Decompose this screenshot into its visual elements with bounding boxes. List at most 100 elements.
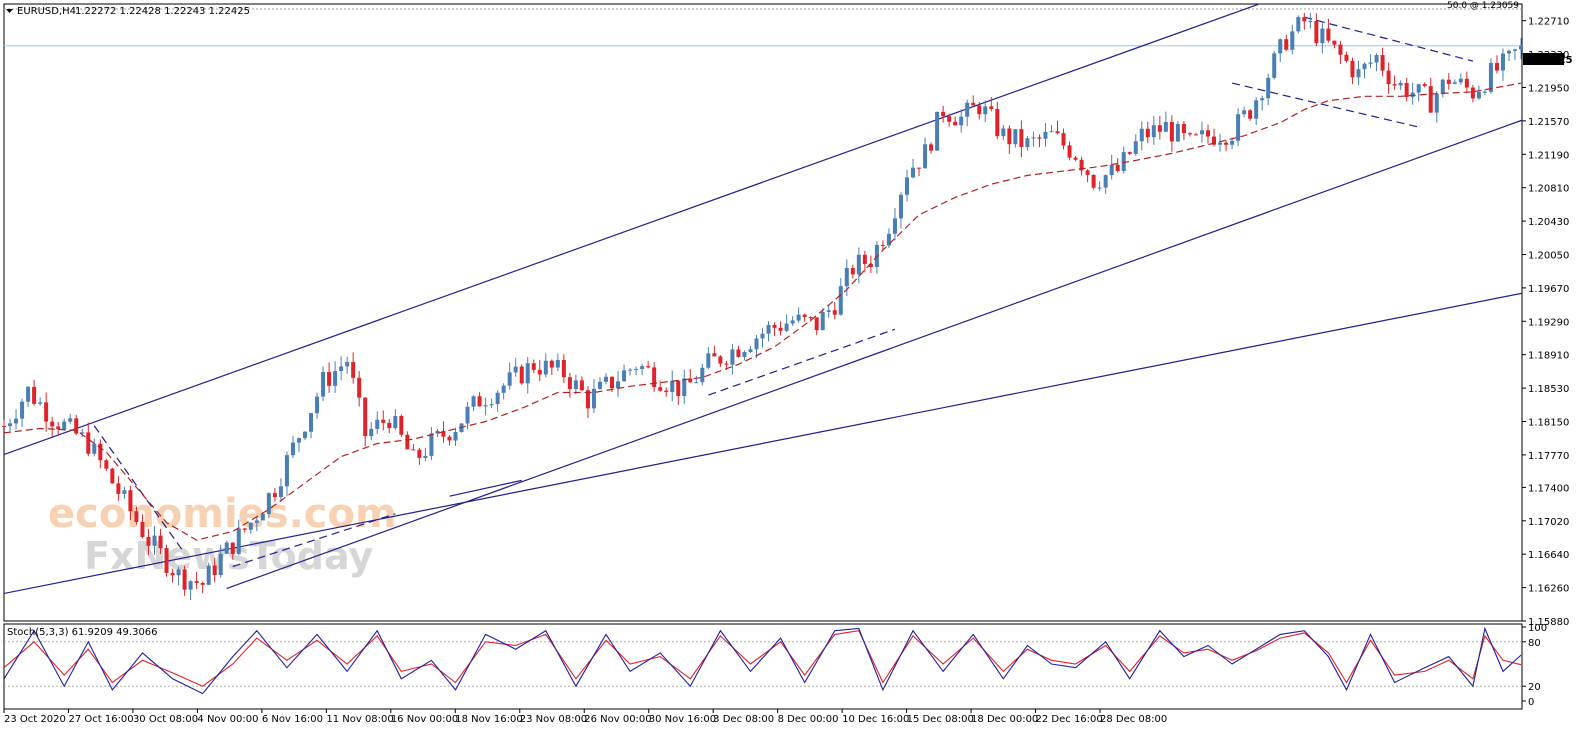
candle-body — [1338, 44, 1343, 55]
candle-body — [1254, 100, 1259, 119]
price-tick-label: 1.16260 — [1528, 584, 1569, 595]
candle-body — [1470, 87, 1475, 99]
candle-body — [537, 369, 542, 375]
candle-body — [56, 426, 61, 430]
candle-body — [688, 378, 693, 383]
candle-body — [682, 378, 687, 396]
candle-body — [1284, 39, 1289, 50]
candle-body — [868, 263, 873, 268]
candle-body — [622, 370, 627, 382]
candle-body — [1296, 17, 1301, 32]
candle-body — [357, 377, 362, 398]
price-tick-label: 1.21570 — [1528, 117, 1569, 128]
candle-body — [1266, 77, 1271, 99]
candle-body — [92, 443, 97, 454]
symbol-header: EURUSD,H4 — [17, 6, 76, 17]
candle-body — [1079, 159, 1084, 171]
candle-body — [567, 377, 572, 389]
trendline — [4, 4, 1261, 456]
candle-body — [1193, 134, 1198, 136]
price-tick-label: 1.20430 — [1528, 217, 1569, 228]
price-tick-label: 1.19670 — [1528, 284, 1569, 295]
candle-body — [844, 267, 849, 287]
candle-body — [531, 363, 536, 370]
stoch-tick-label: 80 — [1528, 638, 1541, 649]
candle-body — [802, 314, 807, 317]
candle-body — [983, 106, 988, 115]
candle-body — [573, 380, 578, 389]
candle-body — [736, 349, 741, 357]
candle-body — [453, 432, 458, 441]
candle-body — [242, 528, 247, 530]
candle-body — [1187, 133, 1192, 135]
time-tick-label: 10 Dec 16:00 — [842, 714, 909, 725]
price-tick-label: 1.18910 — [1528, 351, 1569, 362]
candle-body — [206, 565, 211, 585]
candle-body — [1260, 98, 1265, 101]
candle-body — [1428, 86, 1433, 113]
candle-body — [929, 144, 934, 151]
candle-body — [1446, 79, 1451, 84]
candle-body — [616, 381, 621, 389]
candle-body — [411, 449, 416, 451]
candle-body — [1091, 174, 1096, 188]
price-tick-label: 1.21950 — [1528, 83, 1569, 94]
candle-body — [32, 386, 37, 404]
trendline — [226, 119, 1522, 590]
candle-body — [712, 353, 717, 357]
ma-line — [3, 82, 1522, 541]
candle-body — [86, 432, 91, 454]
candle-body — [1199, 130, 1204, 135]
candle-body — [814, 317, 819, 331]
candle-body — [483, 405, 488, 407]
candle-body — [345, 362, 350, 367]
candle-body — [303, 431, 307, 439]
candle-body — [862, 254, 867, 264]
stoch-tick-label: 100 — [1528, 623, 1547, 634]
candle-body — [321, 371, 326, 397]
candle-body — [351, 362, 356, 378]
candle-body — [1073, 157, 1078, 160]
dropdown-triangle-icon[interactable] — [6, 9, 13, 13]
candle-body — [880, 244, 885, 246]
candle-body — [892, 218, 897, 234]
candle-body — [1206, 130, 1210, 137]
candle-body — [826, 310, 831, 312]
candle-body — [838, 286, 843, 315]
candle-body — [393, 416, 398, 429]
candle-body — [471, 396, 476, 407]
candle-body — [917, 167, 922, 169]
price-tick-label: 1.20810 — [1528, 184, 1569, 195]
candle-body — [375, 419, 380, 429]
candle-body — [104, 460, 109, 469]
candle-body — [1085, 170, 1090, 175]
candle-body — [369, 428, 374, 437]
candle-body — [652, 367, 657, 388]
candle-body — [513, 366, 518, 373]
candle-body — [1278, 39, 1283, 54]
candle-body — [1157, 125, 1162, 132]
candle-body — [68, 418, 73, 422]
candle-body — [700, 367, 705, 383]
candle-body — [989, 106, 994, 109]
candle-body — [886, 233, 891, 246]
candle-body — [1344, 54, 1349, 61]
candle-body — [278, 486, 283, 498]
candle-body — [236, 528, 241, 554]
price-tick-label: 1.15880 — [1528, 617, 1569, 628]
candle-body — [128, 490, 133, 512]
candle-body — [561, 360, 566, 378]
candle-body — [1482, 91, 1487, 93]
candle-body — [947, 116, 952, 122]
candle-body — [1500, 53, 1505, 71]
candle-body — [477, 396, 482, 407]
candle-body — [1386, 70, 1391, 85]
candle-body — [1212, 136, 1217, 145]
candle-body — [1037, 137, 1042, 139]
candle-body — [266, 493, 271, 514]
candle-body — [158, 535, 163, 549]
candle-body — [176, 569, 181, 576]
price-tick-label: 1.17020 — [1528, 517, 1569, 528]
candle-body — [724, 363, 729, 365]
